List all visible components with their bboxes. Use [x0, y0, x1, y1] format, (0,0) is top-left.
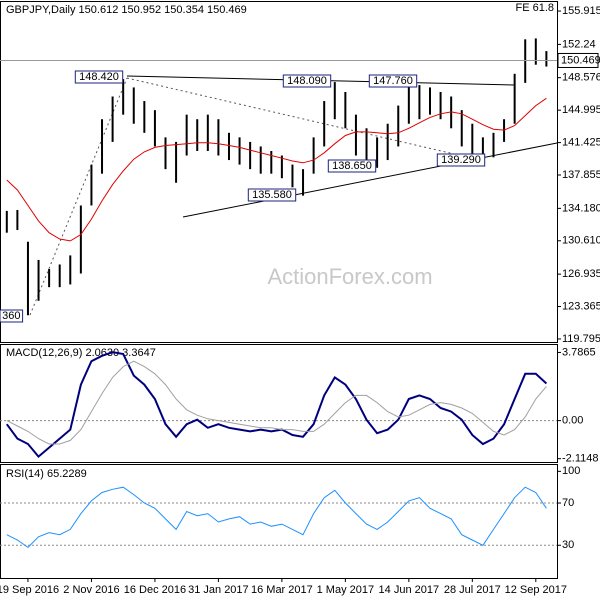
series-line [6, 486, 547, 549]
annotation: 360 [2, 310, 20, 322]
y-tick-label: 123.365 [562, 300, 600, 312]
annotation-box [247, 188, 297, 202]
annotation: 148.090 [287, 75, 327, 87]
annotation: 148.420 [79, 71, 119, 83]
y-tick-label: 30 [562, 539, 574, 551]
x-tick-label: 14 Jun 2017 [379, 584, 440, 596]
annotation: 138.650 [332, 160, 372, 172]
fe-label: FE 61.8 [515, 2, 554, 14]
x-tick-label: 31 Jan 2017 [188, 584, 249, 596]
x-tick-label: 2 Nov 2016 [63, 584, 119, 596]
annotation: 139.290 [441, 154, 481, 166]
chart-title: GBPJPY,Daily 150.612 150.952 150.354 150… [6, 4, 247, 16]
annotation-box [368, 74, 418, 88]
y-tick-label: 130.610 [562, 235, 600, 247]
y-tick-label: 141.425 [562, 136, 600, 148]
y-tick-label: 134.180 [562, 202, 600, 214]
y-tick-label: 119.795 [562, 333, 600, 345]
annotation-box [436, 153, 486, 167]
annotation: 147.760 [373, 75, 413, 87]
x-tick-label: 16 Dec 2016 [124, 584, 186, 596]
y-tick-label: 148.576 [562, 72, 600, 84]
price-frame [0, 1, 558, 343]
y-tick-label: 70 [562, 497, 574, 509]
macd-title: MACD(12,26,9) 2.0630 3.3647 [6, 347, 156, 359]
moving-average [6, 97, 547, 242]
rsi-frame [0, 464, 558, 579]
y-tick-label: 155.915 [562, 5, 600, 17]
x-tick-label: 16 Mar 2017 [251, 584, 313, 596]
y-tick-label: -2.1148 [562, 453, 599, 465]
y-tick-label: 152.24 [562, 38, 596, 50]
y-tick-label: 100 [562, 465, 580, 477]
y-tick-label: 3.7865 [562, 346, 596, 358]
annotation-box [0, 309, 24, 323]
trend-line [126, 77, 481, 161]
last-price-box [557, 52, 599, 68]
annotation-box [74, 70, 124, 84]
annotation-box [327, 159, 377, 173]
trend-line [182, 142, 558, 218]
watermark: ActionForex.com [267, 264, 432, 289]
x-tick-label: 19 Sep 2016 [0, 584, 59, 596]
x-tick-label: 12 Sep 2017 [505, 584, 567, 596]
y-tick-label: 144.995 [562, 104, 600, 116]
last-price-label: 150.469 [561, 54, 600, 66]
x-tick-label: 28 Jul 2017 [444, 584, 501, 596]
y-tick-label: 0.00 [562, 415, 583, 427]
annotation: 135.580 [252, 189, 292, 201]
y-tick-label: 126.935 [562, 268, 600, 280]
annotation-box [282, 74, 332, 88]
x-tick-label: 1 May 2017 [317, 584, 374, 596]
macd-frame [0, 344, 558, 463]
series-line [6, 360, 547, 445]
rsi-title: RSI(14) 65.2289 [6, 468, 87, 480]
y-tick-label: 137.855 [562, 169, 600, 181]
series-line [5, 351, 548, 459]
